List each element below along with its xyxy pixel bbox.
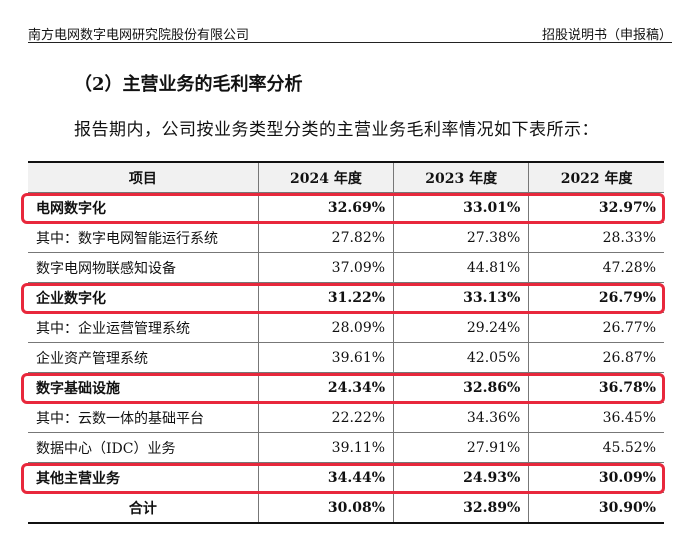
value-2023: 42.05% (393, 342, 530, 373)
value-2022: 47.28% (528, 252, 664, 283)
table-row: 其中：数字电网智能运行系统 27.82% 27.38% 28.33% (28, 222, 664, 253)
value-2023: 34.36% (393, 402, 530, 433)
row-name: 企业资产管理系统 (28, 342, 259, 373)
row-name: 其他主营业务 (28, 462, 259, 493)
value-2024: 31.22% (258, 282, 395, 313)
intro-paragraph: 报告期内，公司按业务类型分类的主营业务毛利率情况如下表所示： (74, 120, 599, 140)
value-2024: 28.09% (258, 312, 395, 343)
row-name: 电网数字化 (28, 192, 259, 223)
value-2023: 24.93% (393, 462, 530, 493)
gross-margin-table: 项目 2024 年度 2023 年度 2022 年度 电网数字化 32.69% … (28, 161, 664, 524)
table-row: 企业资产管理系统 39.61% 42.05% 26.87% (28, 342, 664, 373)
table-row: 电网数字化 32.69% 33.01% 32.97% (28, 192, 664, 223)
company-name: 南方电网数字电网研究院股份有限公司 (28, 28, 250, 43)
row-name: 其中：云数一体的基础平台 (28, 402, 259, 433)
value-2024: 22.22% (258, 402, 395, 433)
value-2024: 39.61% (258, 342, 395, 373)
row-name: 企业数字化 (28, 282, 259, 313)
value-2022: 30.09% (528, 462, 664, 493)
table-row: 其中：云数一体的基础平台 22.22% 34.36% 36.45% (28, 402, 664, 433)
table-row: 数字基础设施 24.34% 32.86% 36.78% (28, 372, 664, 403)
value-2022: 36.78% (528, 372, 664, 403)
value-2024: 32.69% (258, 192, 395, 223)
value-2022: 26.87% (528, 342, 664, 373)
table-row: 其中：企业运营管理系统 28.09% 29.24% 26.77% (28, 312, 664, 343)
value-2022: 45.52% (528, 432, 664, 463)
column-header-2023: 2023 年度 (393, 161, 530, 193)
row-name: 其中：数字电网智能运行系统 (28, 222, 259, 253)
table-row: 数据中心（IDC）业务 39.11% 27.91% 45.52% (28, 432, 664, 463)
value-2024: 34.44% (258, 462, 395, 493)
value-2023: 33.13% (393, 282, 530, 313)
column-header-2022: 2022 年度 (528, 161, 664, 193)
value-2022: 36.45% (528, 402, 664, 433)
table-header-row: 项目 2024 年度 2023 年度 2022 年度 (28, 161, 664, 193)
value-2023: 27.91% (393, 432, 530, 463)
table-row: 其他主营业务 34.44% 24.93% 30.09% (28, 462, 664, 493)
value-2024: 37.09% (258, 252, 395, 283)
document-type: 招股说明书（申报稿） (541, 28, 672, 43)
value-2024: 39.11% (258, 432, 395, 463)
value-2023: 33.01% (393, 192, 530, 223)
value-2023: 32.86% (393, 372, 530, 403)
value-2023: 44.81% (393, 252, 530, 283)
value-2023: 27.38% (393, 222, 530, 253)
table-row: 数字电网物联感知设备 37.09% 44.81% 47.28% (28, 252, 664, 283)
total-2023: 32.89% (393, 492, 530, 524)
table-row: 企业数字化 31.22% 33.13% 26.79% (28, 282, 664, 313)
value-2023: 29.24% (393, 312, 530, 343)
value-2022: 28.33% (528, 222, 664, 253)
total-row: 合计 30.08% 32.89% 30.90% (28, 492, 664, 524)
value-2022: 26.77% (528, 312, 664, 343)
total-2024: 30.08% (258, 492, 395, 524)
column-header-2024: 2024 年度 (258, 161, 395, 193)
column-header-item: 项目 (28, 161, 259, 193)
value-2024: 27.82% (258, 222, 395, 253)
total-2022: 30.90% (528, 492, 664, 524)
row-name: 其中：企业运营管理系统 (28, 312, 259, 343)
value-2024: 24.34% (258, 372, 395, 403)
page-header: 南方电网数字电网研究院股份有限公司 招股说明书（申报稿） (28, 22, 672, 43)
row-name: 数字电网物联感知设备 (28, 252, 259, 283)
row-name: 数字基础设施 (28, 372, 259, 403)
value-2022: 32.97% (528, 192, 664, 223)
row-name: 数据中心（IDC）业务 (28, 432, 259, 463)
value-2022: 26.79% (528, 282, 664, 313)
section-title: （2）主营业务的毛利率分析 (74, 74, 303, 95)
total-label: 合计 (28, 492, 259, 524)
